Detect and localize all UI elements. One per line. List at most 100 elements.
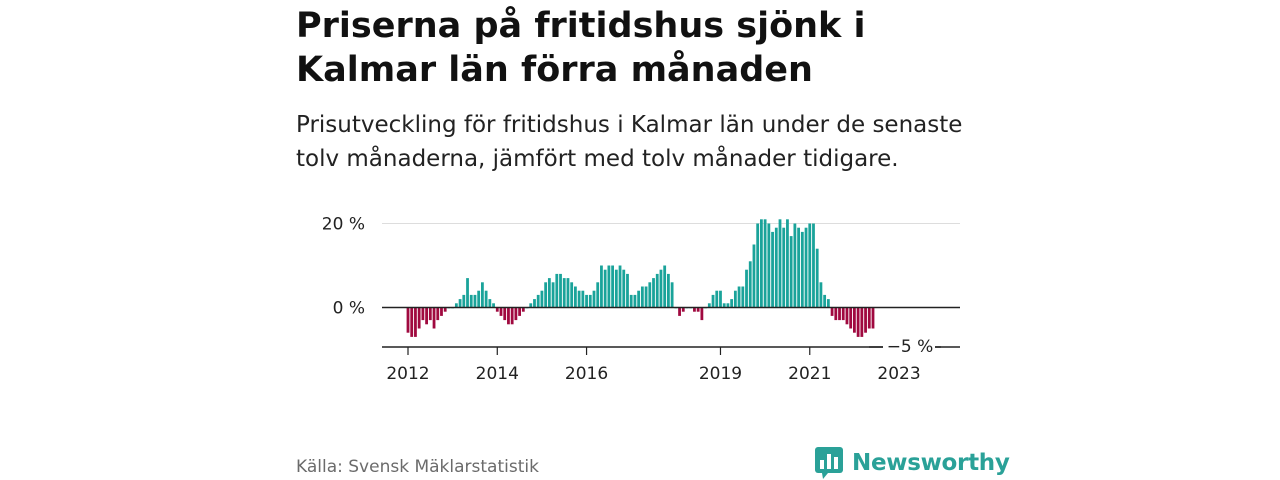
bar	[406, 307, 410, 333]
bar	[741, 286, 745, 308]
bar	[533, 299, 536, 308]
newsworthy-logo[interactable]: Newsworthy	[814, 446, 1010, 480]
chart-subtitle: Prisutveckling för fritidshus i Kalmar l…	[296, 112, 963, 172]
bar	[652, 278, 655, 308]
bar	[648, 282, 652, 308]
bar	[793, 223, 797, 308]
bar	[834, 307, 838, 321]
bar	[871, 307, 875, 329]
bar	[711, 294, 715, 308]
bar	[864, 307, 867, 333]
bar	[640, 286, 644, 308]
bar	[570, 282, 574, 308]
bar	[774, 227, 778, 308]
bar	[566, 278, 570, 308]
bar	[797, 227, 800, 308]
bar	[655, 273, 659, 308]
bar	[763, 219, 767, 308]
bar	[733, 290, 737, 308]
bar	[804, 227, 808, 308]
x-tick-label: 2023	[877, 364, 920, 384]
bar	[663, 265, 667, 308]
bar	[603, 269, 607, 308]
bar	[815, 248, 819, 308]
bar	[826, 299, 830, 308]
bar	[555, 273, 559, 308]
bar	[414, 307, 417, 337]
bar	[667, 273, 670, 308]
bar	[469, 294, 473, 308]
bar	[436, 307, 440, 321]
bar	[454, 303, 458, 308]
bar	[440, 307, 443, 316]
bar	[495, 307, 499, 312]
bar	[808, 223, 812, 308]
bar	[789, 236, 793, 308]
bar	[600, 265, 603, 308]
bar	[856, 307, 860, 337]
bar	[838, 307, 841, 321]
bar	[629, 294, 633, 308]
bar	[726, 303, 730, 308]
bar	[507, 307, 510, 325]
bar	[644, 286, 648, 308]
bar	[786, 219, 789, 308]
bar	[547, 278, 551, 308]
bar	[432, 307, 436, 329]
bar	[421, 307, 425, 321]
bar	[633, 294, 637, 308]
bar	[748, 261, 752, 308]
x-tick-label: 2019	[699, 364, 742, 384]
bar	[707, 303, 711, 308]
bar	[462, 294, 466, 308]
bar	[853, 307, 856, 333]
x-tick-label: 2012	[386, 364, 429, 384]
last-value-label: −5 %	[887, 337, 934, 357]
source-note: Källa: Svensk Mäklarstatistik	[296, 457, 539, 477]
bar	[559, 273, 562, 308]
x-tick-label: 2014	[476, 364, 519, 384]
bar	[819, 282, 823, 308]
bar	[696, 307, 700, 312]
bar	[860, 307, 864, 337]
bar	[700, 307, 704, 321]
bar	[722, 303, 726, 308]
bar	[760, 219, 763, 308]
bar	[737, 286, 741, 308]
y-tick-label: 0 %	[333, 299, 365, 319]
bar	[540, 290, 544, 308]
bar	[521, 307, 525, 312]
bar	[849, 307, 853, 329]
bar	[693, 307, 696, 312]
bar	[574, 286, 577, 308]
bar	[622, 269, 626, 308]
bar	[812, 223, 815, 308]
bar-chart: 0 % 20 % 2012 2014 2016 2019 2021 2023 −5 %	[322, 215, 960, 384]
bar	[659, 269, 663, 308]
bar	[503, 307, 507, 321]
bar	[585, 294, 588, 308]
bar	[678, 307, 681, 316]
bar	[410, 307, 414, 337]
bar	[536, 294, 540, 308]
bar	[529, 303, 533, 308]
bar	[771, 231, 774, 308]
y-tick-label: 20 %	[322, 215, 365, 235]
bar	[466, 278, 469, 308]
bar	[592, 290, 596, 308]
bar	[481, 282, 484, 308]
bar	[823, 294, 827, 308]
bar	[499, 307, 503, 316]
bar	[484, 290, 488, 308]
bar	[800, 231, 804, 308]
bar	[830, 307, 834, 316]
bar	[778, 219, 782, 308]
bar	[670, 282, 674, 308]
bar	[581, 290, 585, 308]
x-tick-label: 2016	[565, 364, 608, 384]
bar	[514, 307, 518, 321]
bar	[588, 294, 592, 308]
bar	[841, 307, 845, 321]
bar	[417, 307, 421, 329]
bar	[596, 282, 600, 308]
